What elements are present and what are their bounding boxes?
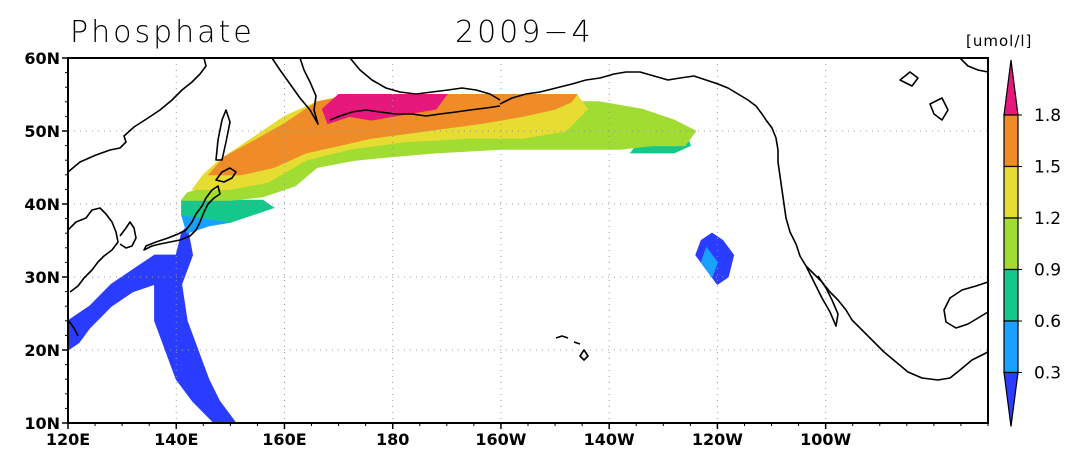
coastline-aleutians xyxy=(329,105,501,121)
lon-tick-label: 140W xyxy=(584,430,635,449)
units-label: [umol/l] xyxy=(966,32,1032,50)
colorbar-extend-top xyxy=(1003,59,1019,116)
colorbar-segment xyxy=(1003,114,1019,168)
colorbar-level-label: 0.6 xyxy=(1034,312,1061,332)
shaded-region-9 xyxy=(321,94,448,125)
map-date: 2009−4 xyxy=(455,15,594,50)
colorbar-segment xyxy=(1003,320,1019,374)
colorbar-segment xyxy=(1003,165,1019,219)
lat-tick-label: 30N xyxy=(24,268,60,287)
lon-tick-label: 120W xyxy=(692,430,743,449)
colorbar-level-label: 1.5 xyxy=(1034,158,1061,178)
colorbar-level-label: 0.3 xyxy=(1034,364,1061,384)
colorbar-segment xyxy=(1003,268,1019,322)
coastline-japan xyxy=(143,185,221,251)
coastline-kamchatka xyxy=(271,57,319,125)
coastline-hawaii xyxy=(555,335,589,361)
lat-tick-label: 40N xyxy=(24,195,60,214)
lat-tick-label: 20N xyxy=(24,341,60,360)
coastline-alaska xyxy=(349,57,767,121)
lon-tick-label: 160E xyxy=(262,430,306,449)
map-title: Phosphate xyxy=(70,15,255,50)
longitude-axis: 120E 140E 160E 180 160W 140W 120W 100W xyxy=(46,423,989,449)
lon-tick-label: 120E xyxy=(46,430,90,449)
shaded-region-0 xyxy=(67,224,237,424)
latitude-axis: 10N 20N 30N 40N 50N 60N xyxy=(24,49,68,433)
lon-tick-label: 180 xyxy=(376,430,409,449)
coastlines xyxy=(67,57,989,381)
lat-tick-label: 50N xyxy=(24,122,60,141)
lon-tick-label: 160W xyxy=(475,430,526,449)
shaded-region-3 xyxy=(700,246,718,279)
map-panel: 120E 140E 160E 180 160W 140W 120W 100W 10N 20N 30… xyxy=(24,49,989,449)
lat-tick-label: 10N xyxy=(24,414,60,433)
coastline-korea xyxy=(119,221,137,249)
coastline-baja xyxy=(805,265,839,327)
shaded-region-8 xyxy=(207,94,578,176)
colorbar: 0.3 0.6 0.9 1.2 1.5 1.8 xyxy=(1003,59,1061,427)
colorbar-level-label: 0.9 xyxy=(1034,261,1061,281)
lon-tick-label: 100W xyxy=(800,430,851,449)
coastline-sakhalin xyxy=(215,109,231,161)
coastline-hudson xyxy=(899,57,989,121)
colorbar-level-label: 1.8 xyxy=(1034,106,1061,126)
coastline-gulf-of-mexico xyxy=(943,281,989,329)
colorbar-level-label: 1.2 xyxy=(1034,209,1061,229)
coastline-asia xyxy=(67,57,207,337)
gridlines xyxy=(68,58,988,423)
phosphate-shading xyxy=(67,94,735,424)
coastline-hokkaido xyxy=(215,167,237,183)
colorbar-segment xyxy=(1003,217,1019,271)
lat-tick-label: 60N xyxy=(24,49,60,68)
colorbar-extend-bottom xyxy=(1003,371,1019,427)
lon-tick-label: 140E xyxy=(154,430,198,449)
